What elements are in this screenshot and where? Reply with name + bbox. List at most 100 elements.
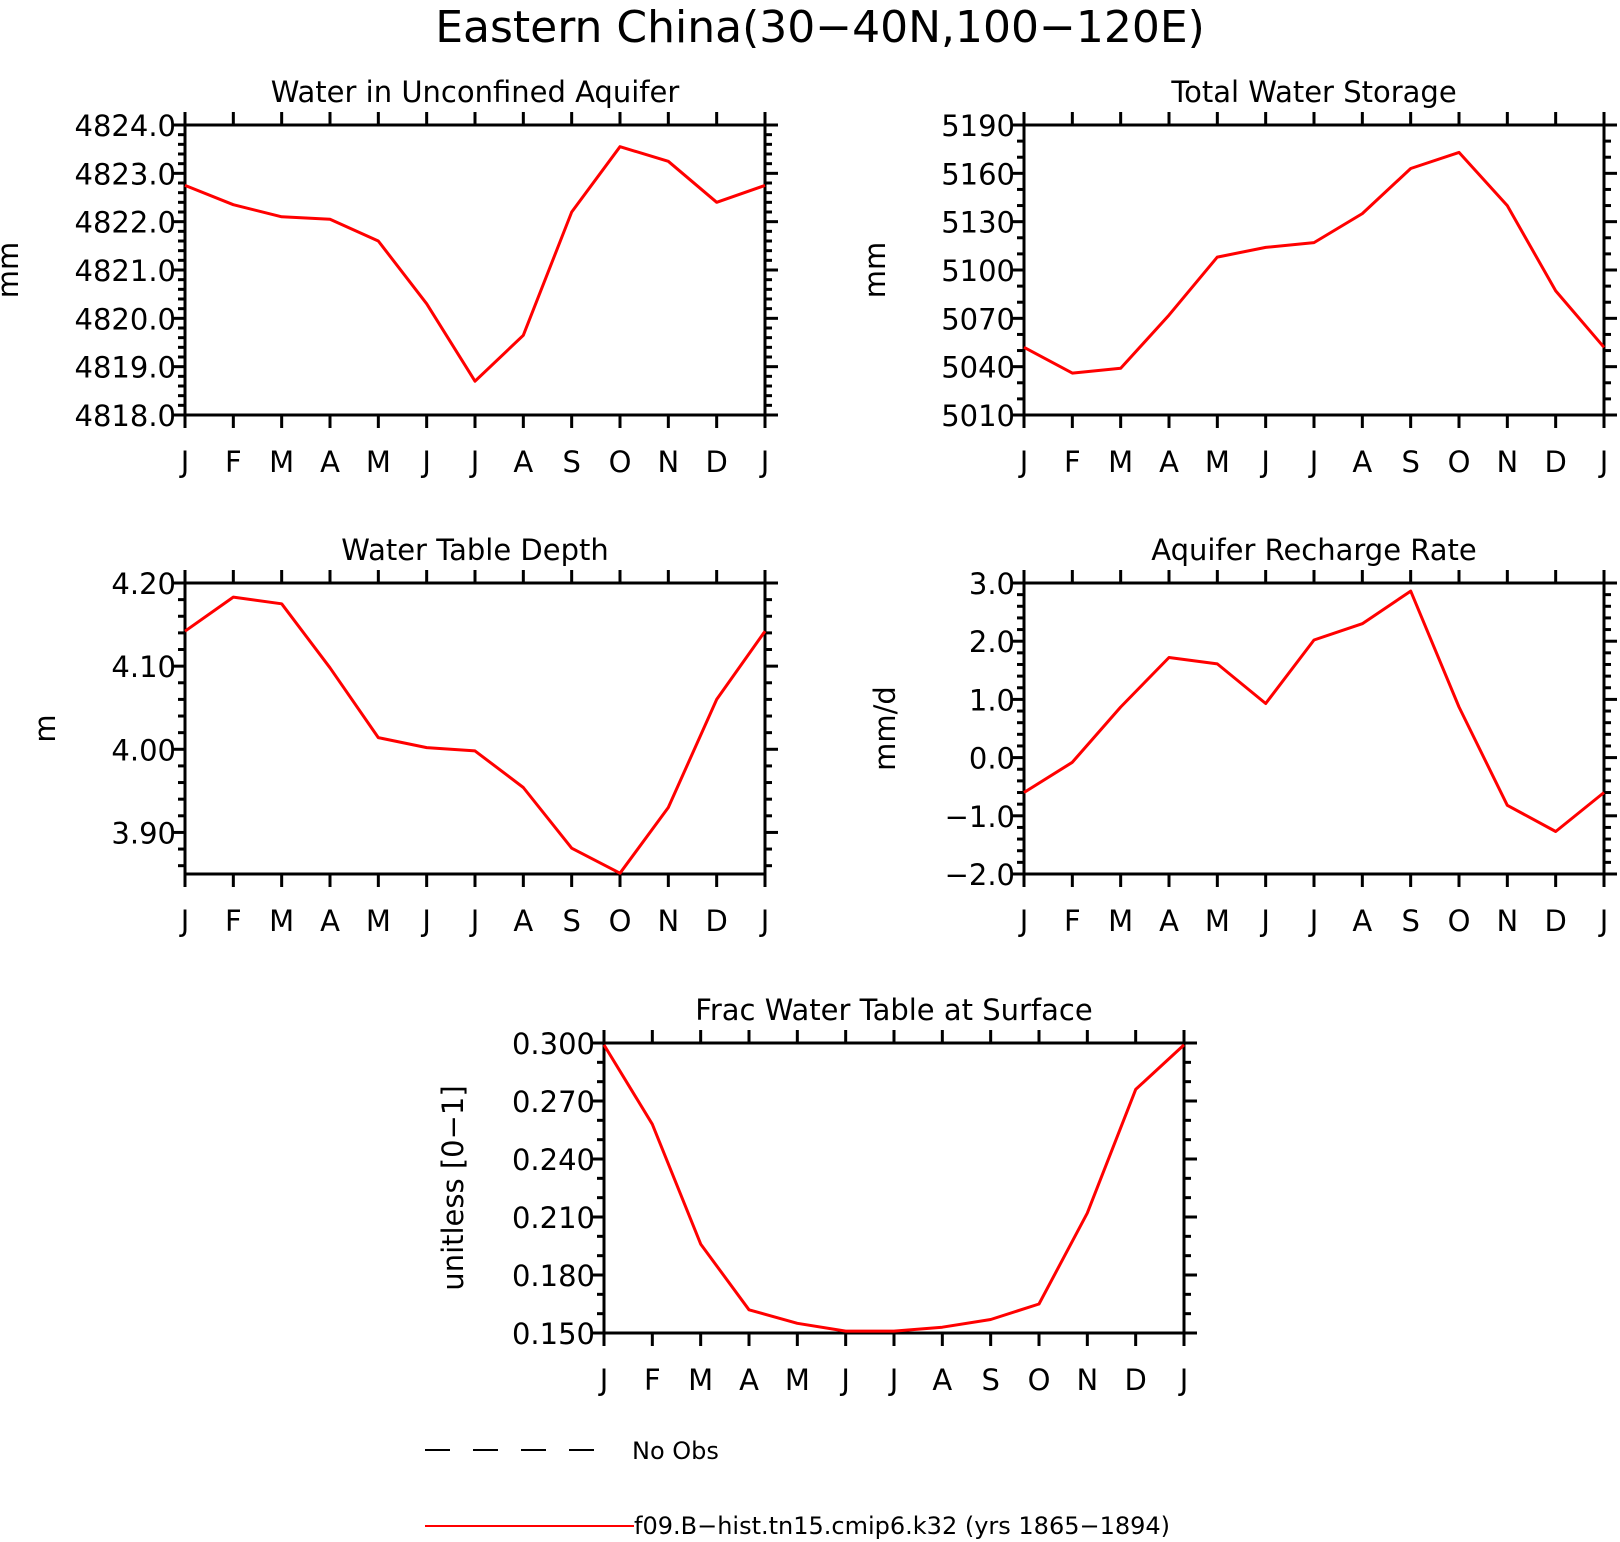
- x-tick-label: M: [1205, 904, 1230, 938]
- x-tick-label: M: [269, 445, 294, 479]
- x-tick-label: J: [1018, 445, 1029, 479]
- x-tick-label: J: [1178, 1363, 1189, 1397]
- series-line: [1023, 150, 1606, 375]
- x-tick-label: F: [644, 1363, 661, 1397]
- y-axis-label: mm: [858, 242, 892, 299]
- x-tick-label: M: [366, 904, 391, 938]
- y-tick-label: 5160: [941, 157, 1015, 191]
- y-tick-label: 4822.0: [75, 206, 176, 240]
- x-tick-label: F: [1064, 445, 1081, 479]
- plot-frame: [183, 581, 767, 876]
- x-tick-label: N: [657, 445, 679, 479]
- x-tick-label: S: [562, 904, 580, 938]
- x-tick-label: J: [420, 445, 431, 479]
- y-axis-label: mm: [0, 242, 25, 299]
- y-tick-label: 5130: [941, 206, 1015, 240]
- y-axis-label: mm/d: [868, 686, 902, 771]
- x-tick-label: F: [1064, 904, 1081, 938]
- series-line: [602, 1043, 1186, 1333]
- x-tick-label: J: [420, 904, 431, 938]
- y-tick-label: 5070: [941, 302, 1015, 336]
- y-tick-label: 4.10: [111, 650, 176, 684]
- x-tick-label: D: [1544, 904, 1566, 938]
- y-tick-label: 0.180: [512, 1259, 595, 1293]
- y-tick-label: 3.90: [111, 816, 176, 850]
- x-tick-label: S: [562, 445, 580, 479]
- panel-title: Aquifer Recharge Rate: [1151, 533, 1477, 567]
- y-tick-label: 4819.0: [75, 351, 176, 385]
- y-tick-label: 5100: [941, 254, 1015, 288]
- y-tick-label: 4818.0: [75, 399, 176, 433]
- panel-title: Total Water Storage: [1170, 75, 1456, 109]
- x-tick-label: J: [759, 445, 770, 479]
- x-tick-label: J: [888, 1363, 899, 1397]
- x-tick-label: D: [1544, 445, 1566, 479]
- y-tick-label: −1.0: [945, 800, 1015, 834]
- y-axis-label: unitless [0−1]: [436, 1085, 470, 1290]
- x-tick-label: A: [320, 904, 340, 938]
- x-tick-label: D: [705, 445, 727, 479]
- x-tick-label: M: [1108, 445, 1133, 479]
- y-tick-label: 4.00: [111, 733, 176, 767]
- legend-label-model: f09.B−hist.tn15.cmip6.k32 (yrs 1865−1894…: [634, 1512, 1170, 1540]
- x-tick-label: D: [1124, 1363, 1146, 1397]
- y-tick-label: 4824.0: [75, 109, 176, 143]
- x-tick-label: S: [1401, 904, 1419, 938]
- x-tick-label: J: [1308, 904, 1319, 938]
- x-tick-label: A: [513, 904, 533, 938]
- panel-title: Water Table Depth: [341, 533, 609, 567]
- y-tick-label: 1.0: [969, 683, 1015, 717]
- x-tick-label: J: [598, 1363, 609, 1397]
- y-tick-label: 0.240: [512, 1143, 595, 1177]
- y-tick-label: 0.300: [512, 1027, 595, 1061]
- y-tick-label: 2.0: [969, 625, 1015, 659]
- y-tick-label: 0.210: [512, 1201, 595, 1235]
- x-tick-label: A: [513, 445, 533, 479]
- x-tick-label: J: [1018, 904, 1029, 938]
- y-tick-label: 0.270: [512, 1085, 595, 1119]
- x-tick-label: J: [1259, 904, 1270, 938]
- y-tick-label: 5010: [941, 399, 1015, 433]
- x-tick-label: M: [1108, 904, 1133, 938]
- x-tick-label: J: [1308, 445, 1319, 479]
- x-tick-label: O: [1448, 904, 1471, 938]
- y-tick-label: 4823.0: [75, 157, 176, 191]
- legend-label-no-obs: No Obs: [632, 1437, 719, 1465]
- y-tick-label: 5040: [941, 351, 1015, 385]
- series-line: [184, 595, 767, 875]
- x-tick-label: N: [1076, 1363, 1098, 1397]
- x-tick-label: A: [1159, 904, 1179, 938]
- x-tick-label: O: [609, 904, 632, 938]
- series-line: [184, 145, 766, 383]
- x-tick-label: A: [739, 1363, 759, 1397]
- x-tick-label: O: [1448, 445, 1471, 479]
- x-tick-label: J: [839, 1363, 850, 1397]
- x-tick-label: O: [1028, 1363, 1051, 1397]
- plot-frame: [1022, 123, 1606, 417]
- y-tick-label: 5190: [941, 109, 1015, 143]
- x-tick-label: N: [1496, 904, 1518, 938]
- x-tick-label: A: [932, 1363, 952, 1397]
- series-line: [1023, 589, 1605, 833]
- y-tick-label: 0.0: [969, 742, 1015, 776]
- y-axis-label: m: [28, 714, 62, 742]
- x-tick-label: M: [269, 904, 294, 938]
- x-tick-label: J: [469, 904, 480, 938]
- x-tick-label: N: [1496, 445, 1518, 479]
- x-tick-label: A: [1352, 904, 1372, 938]
- x-tick-label: J: [759, 904, 770, 938]
- y-tick-label: −2.0: [945, 858, 1015, 892]
- y-tick-label: 0.150: [512, 1317, 595, 1351]
- x-tick-label: F: [225, 904, 242, 938]
- x-tick-label: D: [705, 904, 727, 938]
- panel-title: Water in Unconfined Aquifer: [271, 75, 680, 109]
- panel-title: Frac Water Table at Surface: [695, 993, 1092, 1027]
- x-tick-label: J: [1598, 904, 1609, 938]
- x-tick-label: A: [1159, 445, 1179, 479]
- x-tick-label: N: [657, 904, 679, 938]
